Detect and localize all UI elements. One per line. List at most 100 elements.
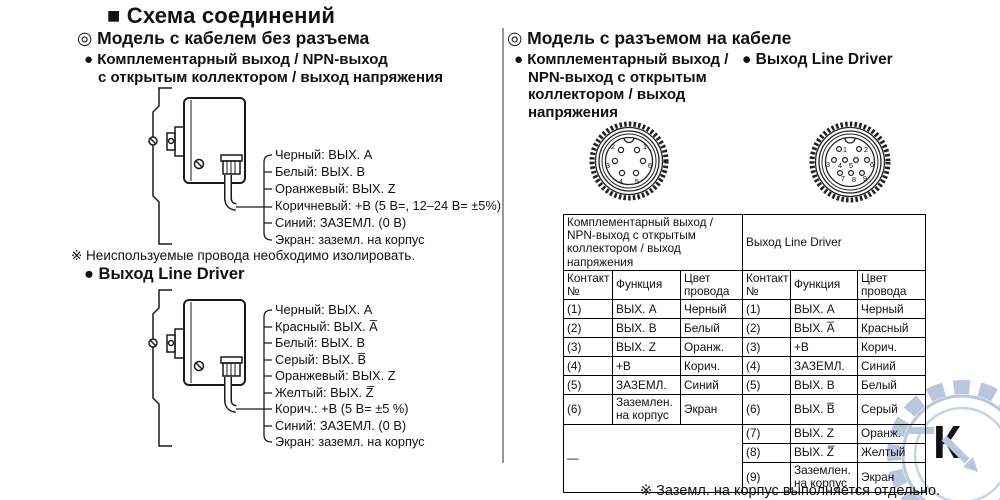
- section-left-heading: ◎ Модель с кабелем без разъема: [77, 28, 370, 48]
- logo-arrow-shaft-icon: [941, 435, 970, 464]
- wire-label: Оранжевый: ВЫХ. Z: [275, 181, 396, 196]
- encoder-body: [183, 299, 246, 386]
- table-row: — (7) ВЫХ. Z Оранж.: [562, 423, 927, 493]
- table-cell: Черный: [857, 299, 927, 320]
- pin-number: 5: [635, 177, 639, 186]
- table-group-header-right: Выход Line Driver: [742, 214, 927, 271]
- mount-bracket: [152, 87, 172, 245]
- table-cell: Оранж.: [857, 423, 927, 444]
- table-cell: +B: [790, 337, 859, 358]
- keying-notch-icon: [844, 137, 856, 144]
- pin-number: 6: [648, 161, 652, 170]
- table-cell: ВЫХ. B̅: [790, 394, 859, 425]
- table-cell: (2): [742, 318, 792, 339]
- table-cell: (2): [563, 318, 613, 339]
- table-cell: Белый: [679, 318, 744, 339]
- col-header: Функция: [612, 269, 681, 301]
- wire-list-1: Черный: ВЫХ. A Белый: ВЫХ. B Оранжевый: …: [275, 146, 501, 248]
- wire-label: Красный: ВЫХ. A̅: [275, 318, 378, 334]
- insulate-note: ※ Неиспользуемые провода необходимо изол…: [71, 248, 416, 263]
- table-row: (8) ВЫХ. Z̅ Желтый: [564, 442, 927, 463]
- table-cell: Синий: [679, 375, 744, 396]
- pin-number: 1: [643, 142, 647, 151]
- table-cell: Красный: [857, 318, 927, 339]
- table-row: (9) Заземлен. на корпус Экран: [564, 461, 927, 493]
- table-cell: Белый: [857, 375, 927, 396]
- shaft-flange: [174, 328, 185, 359]
- pin-number: 6: [870, 160, 874, 169]
- wire-label: Черный: ВЫХ. A: [275, 147, 373, 162]
- pin-number: 4: [619, 177, 623, 186]
- table-cell: (6): [742, 394, 792, 425]
- wire-list-2: Черный: ВЫХ. A Красный: ВЫХ. A̅ Белый: В…: [275, 302, 425, 451]
- table-cell: Заземлен. на корпус: [612, 394, 681, 425]
- body-screw-icon: [193, 158, 205, 170]
- table-cell: Корич.: [857, 337, 927, 358]
- table-cell: ВЫХ. A̅: [790, 318, 859, 339]
- wire-label: Черный: ВЫХ. A: [275, 302, 373, 317]
- table-cell: (3): [563, 337, 613, 358]
- knurled-ring-icon: [809, 121, 891, 203]
- table-cell: +B: [612, 356, 681, 377]
- table-cell: (5): [742, 375, 792, 396]
- right-output-type-2: ● Выход Line Driver: [742, 51, 893, 68]
- table-group-header-left: Комплементарный выход / NPN-выход с откр…: [562, 214, 744, 271]
- col-header: Цвет провода: [857, 269, 927, 301]
- table-cell: (6): [563, 394, 613, 425]
- table-cell: ВЫХ. Z̅: [790, 442, 859, 463]
- pin-number: 3: [826, 160, 830, 169]
- wire-label: Белый: ВЫХ. B: [275, 164, 366, 179]
- pin-number: 2: [864, 145, 868, 154]
- left-output-type-2: ● Выход Line Driver: [84, 265, 245, 283]
- table-cell: Экран: [857, 461, 927, 493]
- pin-number: 9: [863, 174, 867, 183]
- connector-face: [824, 136, 876, 188]
- wire-bracket-1: [236, 154, 273, 241]
- table-row: (3) ВЫХ. Z Оранж. (3) +B Корич.: [563, 337, 927, 358]
- col-header: Цвет провода: [679, 269, 744, 301]
- table-cell: Черный: [679, 299, 744, 320]
- encoder-drawing-2: [148, 289, 246, 447]
- body-screw-icon: [193, 360, 205, 372]
- mount-bracket: [152, 289, 172, 447]
- table-cell: ЗАЗЕМЛ.: [790, 356, 859, 377]
- right-output-type-1: ● Комплементарный выход / NPN-выход с от…: [514, 51, 729, 121]
- shaft: [166, 334, 176, 353]
- table-row: (6) Заземлен. на корпус Экран (6) ВЫХ. B…: [563, 394, 927, 425]
- logo-arrow-head-icon: [963, 457, 978, 472]
- shaft: [166, 132, 176, 151]
- pin-number: 5: [849, 161, 853, 170]
- table-cell: Синий: [857, 356, 927, 377]
- table-row: (2) ВЫХ. B Белый (2) ВЫХ. A̅ Красный: [563, 318, 927, 339]
- empty-cell: —: [562, 423, 744, 493]
- col-header: Функция: [790, 269, 859, 301]
- wire-label: Белый: ВЫХ. B: [275, 335, 366, 350]
- ground-note: ※ Заземл. на корпус выполняется отдельно…: [640, 483, 941, 499]
- pin-number: 3: [606, 161, 610, 170]
- wire-label: Желтый: ВЫХ. Z̅: [275, 384, 374, 400]
- table-cell: ЗАЗЕМЛ.: [612, 375, 681, 396]
- encoder-body: [183, 97, 246, 184]
- table-row: (1) ВЫХ. A Черный (1) ВЫХ. A Черный: [563, 299, 927, 320]
- connector-6pin: 2 1 3 6 4 5: [589, 121, 669, 201]
- page-title: ■ Схема соединений: [107, 3, 336, 28]
- wire-label: Синий: ЗАЗЕМЛ. (0 В): [275, 417, 407, 433]
- wire-label: Корич.: +B (5 В= ±5 %): [275, 401, 409, 416]
- table-cell: Серый: [857, 394, 927, 425]
- wire-label: Коричневый: +B (5 В=, 12–24 В= ±5%): [275, 198, 502, 213]
- col-header: Контакт №: [563, 269, 613, 301]
- wire-label: Серый: ВЫХ. B̅: [275, 351, 366, 367]
- wire-bracket-2: [236, 309, 273, 443]
- table-cell: (1): [563, 299, 613, 320]
- encoder-drawing-1: [148, 87, 246, 245]
- wire-label: Синий: ЗАЗЕМЛ. (0 В): [275, 215, 407, 230]
- pin-table: Комплементарный выход / NPN-выход с откр…: [562, 214, 927, 493]
- cable-clamp: [220, 356, 243, 364]
- pin-number: 2: [611, 142, 615, 151]
- table-cell: Корич.: [679, 356, 744, 377]
- table-cell: ВЫХ. B: [612, 318, 681, 339]
- table-cell: (4): [563, 356, 613, 377]
- table-cell: (8): [742, 442, 792, 463]
